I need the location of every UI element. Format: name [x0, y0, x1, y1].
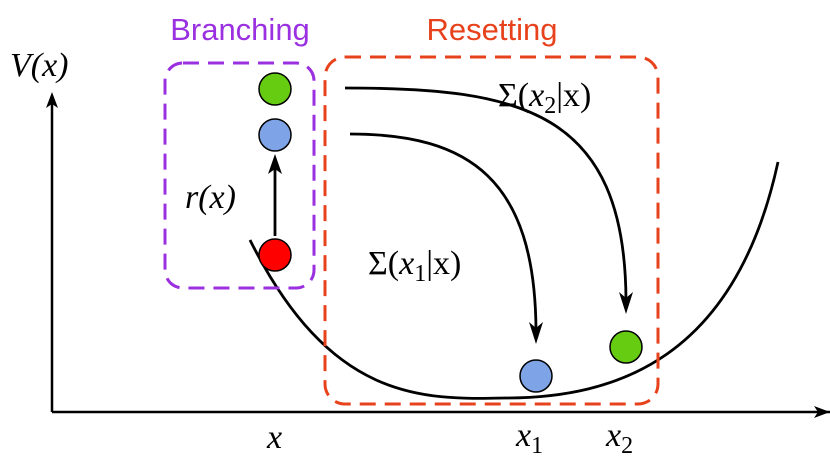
particle-green-reset [609, 330, 643, 364]
potential-curve [248, 161, 780, 400]
reset-arrow-to-x2 [344, 86, 628, 301]
reset-arrow-to-x2-head [619, 292, 633, 314]
particle-red [258, 238, 292, 272]
sigma-x2-sub: 2 [544, 93, 556, 119]
x-axis-arrow [814, 406, 830, 418]
x-tick-x2-sub: 2 [621, 433, 633, 457]
particle-blue-reset [519, 359, 553, 393]
x-tick-x: x [266, 419, 282, 456]
reset-arrow-to-x1-head [529, 322, 543, 344]
sigma-x1-rest: |x) [426, 245, 461, 282]
resetting-box [323, 55, 660, 406]
sigma-x2-sym: Σ( [498, 77, 529, 114]
particle-green-top [258, 72, 292, 106]
y-axis-arrow [46, 92, 58, 108]
sigma-x2-label: Σ(x2|x) [498, 77, 591, 119]
sigma-x1-sym: Σ( [368, 245, 399, 282]
branching-arrow-head [268, 154, 282, 174]
x-tick-x1: x1 [515, 417, 543, 457]
sigma-x1-sub: 1 [414, 261, 426, 287]
sigma-x1-var: x [398, 245, 414, 282]
x-tick-x1-sub: 1 [531, 433, 543, 457]
sigma-x2-var: x [528, 77, 544, 114]
x-tick-x1-var: x [515, 417, 531, 454]
sigma-x2-rest: |x) [556, 77, 591, 114]
particle-blue-top [258, 118, 292, 152]
x-tick-x2-var: x [605, 417, 621, 454]
x-tick-x2: x2 [605, 417, 633, 457]
rate-label: r(x) [185, 179, 236, 216]
branching-heading: Branching [170, 12, 310, 47]
resetting-heading: Resetting [427, 12, 558, 47]
branching-box [163, 61, 316, 290]
y-axis-label: V(x) [10, 47, 69, 84]
reset-arrow-to-x1 [349, 132, 538, 331]
sigma-x1-label: Σ(x1|x) [368, 245, 461, 287]
